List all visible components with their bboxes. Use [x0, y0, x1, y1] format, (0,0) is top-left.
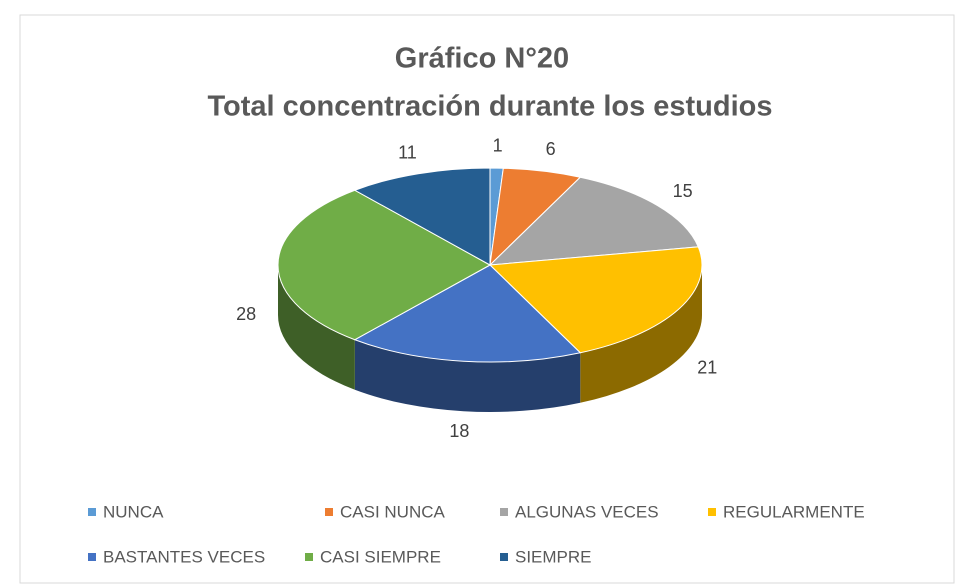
- legend-swatch: [88, 508, 96, 516]
- legend-label: CASI NUNCA: [340, 502, 446, 521]
- legend-label: ALGUNAS VECES: [515, 502, 659, 521]
- legend-swatch: [88, 553, 96, 561]
- legend-label: REGULARMENTE: [723, 502, 865, 521]
- data-label: 28: [236, 304, 256, 324]
- legend-label: BASTANTES VECES: [103, 547, 265, 566]
- legend-swatch: [500, 508, 508, 516]
- data-label: 18: [449, 421, 469, 441]
- data-label: 6: [546, 139, 556, 159]
- slice: [277, 189, 492, 341]
- slice-side: [354, 339, 581, 412]
- chart-title: Gráfico N°20: [395, 43, 569, 75]
- data-label: 11: [398, 142, 417, 162]
- slice: [353, 167, 491, 266]
- legend-label: NUNCA: [103, 502, 164, 521]
- slice: [353, 264, 582, 363]
- data-label: 1: [493, 135, 503, 155]
- legend-label: CASI SIEMPRE: [320, 547, 441, 566]
- legend-swatch: [500, 553, 508, 561]
- legend-label: SIEMPRE: [515, 547, 592, 566]
- data-label: 21: [697, 357, 717, 377]
- slice-side: [278, 265, 355, 390]
- legend-swatch: [708, 508, 716, 516]
- slice-side: [580, 265, 702, 403]
- slice: [488, 246, 703, 354]
- legend-swatch: [325, 508, 333, 516]
- data-label: 15: [673, 181, 693, 201]
- chart-subtitle: Total concentración durante los estudios: [207, 91, 772, 123]
- slice: [488, 176, 699, 266]
- legend-swatch: [305, 553, 313, 561]
